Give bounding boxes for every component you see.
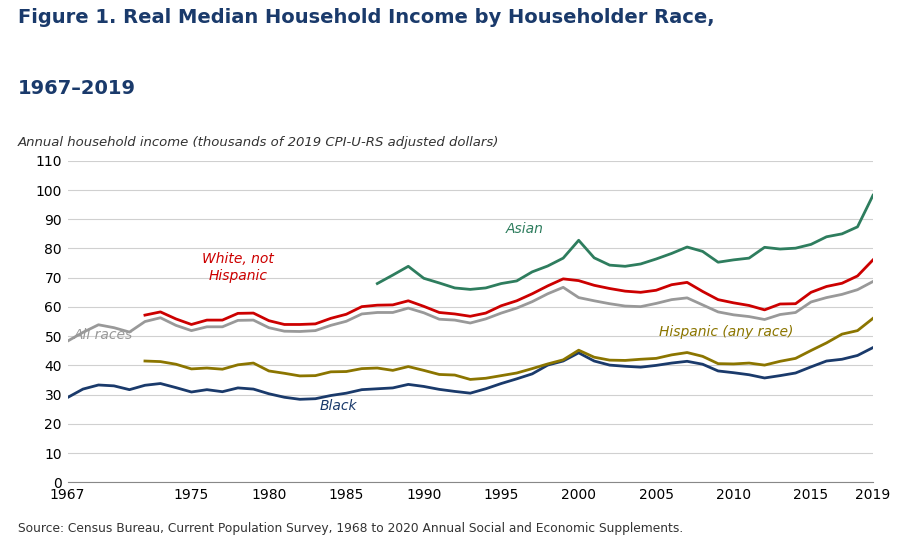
Text: Black: Black (320, 399, 357, 413)
Text: Figure 1. Real Median Household Income by Householder Race,: Figure 1. Real Median Household Income b… (18, 8, 715, 27)
Text: Hispanic (any race): Hispanic (any race) (659, 325, 793, 339)
Text: White, not
Hispanic: White, not Hispanic (202, 252, 274, 283)
Text: Annual household income (thousands of 2019 CPI-U-RS adjusted dollars): Annual household income (thousands of 20… (18, 136, 500, 149)
Text: Source: Census Bureau, Current Population Survey, 1968 to 2020 Annual Social and: Source: Census Bureau, Current Populatio… (18, 522, 683, 535)
Text: Asian: Asian (506, 222, 544, 237)
Text: 1967–2019: 1967–2019 (18, 79, 136, 98)
Text: All races: All races (74, 328, 133, 342)
